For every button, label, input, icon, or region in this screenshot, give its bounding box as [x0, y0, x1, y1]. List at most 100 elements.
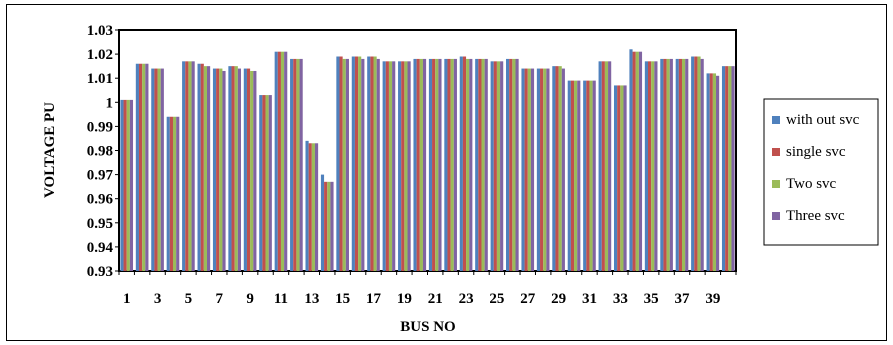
bar — [604, 61, 609, 271]
bar — [613, 85, 618, 272]
bar — [169, 116, 173, 271]
bar — [234, 66, 238, 272]
bar — [385, 61, 389, 271]
bar — [308, 143, 312, 271]
y-tick-label: 0.98 — [87, 144, 113, 160]
bar — [691, 56, 695, 272]
bar — [444, 58, 448, 271]
bar — [311, 143, 315, 271]
bar — [324, 181, 328, 271]
y-tick-label: 1.01 — [87, 71, 113, 87]
bar — [336, 56, 340, 272]
bar — [376, 58, 380, 271]
bar — [293, 58, 297, 271]
x-tick-label: 37 — [675, 291, 691, 307]
bar — [700, 58, 704, 271]
bar — [268, 95, 272, 271]
x-tick-label: 5 — [185, 291, 193, 307]
legend-swatch — [772, 148, 780, 156]
bar — [644, 61, 648, 271]
bar — [345, 58, 349, 271]
legend-swatch — [772, 116, 780, 124]
legend: with out svc single svc Two svc Three svc — [763, 98, 879, 246]
bar — [185, 61, 189, 271]
bar — [422, 58, 427, 271]
bar — [555, 66, 559, 272]
x-tick-label: 35 — [644, 291, 659, 307]
bar — [543, 68, 547, 271]
bar — [404, 61, 408, 271]
x-tick-label: 13 — [304, 291, 319, 307]
bar — [453, 58, 457, 271]
x-tick-label: 3 — [154, 291, 162, 307]
bar — [216, 68, 220, 271]
bar — [401, 61, 405, 271]
bar — [228, 66, 232, 272]
bar — [129, 99, 134, 271]
bar — [154, 68, 158, 271]
bar — [253, 70, 257, 271]
bar — [620, 85, 624, 272]
bar — [330, 181, 334, 271]
bar — [506, 58, 510, 271]
bar — [493, 61, 497, 271]
x-axis-title: BUS NO — [400, 319, 455, 335]
bar — [617, 85, 621, 272]
bar — [157, 68, 161, 271]
bar — [259, 95, 263, 271]
bar — [654, 61, 658, 271]
bar — [142, 63, 146, 271]
bar — [277, 51, 281, 271]
bar — [354, 56, 359, 272]
bar — [358, 56, 362, 272]
bar — [419, 58, 423, 271]
bar — [370, 56, 374, 272]
bar — [166, 116, 170, 271]
bar — [524, 68, 528, 271]
bar — [428, 58, 433, 271]
y-tick-label: 1.02 — [87, 47, 113, 63]
bar — [716, 75, 720, 271]
bar — [490, 61, 494, 271]
bar — [398, 61, 402, 271]
bar — [243, 68, 247, 271]
bar — [231, 66, 235, 272]
bar — [392, 61, 396, 271]
bar — [598, 61, 602, 271]
legend-box — [763, 98, 879, 246]
bar — [290, 58, 294, 271]
bar — [706, 73, 710, 271]
bar — [666, 58, 670, 271]
bar — [536, 68, 541, 271]
legend-label: Two svc — [786, 176, 837, 192]
bar — [728, 66, 732, 272]
bar — [407, 61, 411, 271]
bar — [567, 80, 571, 271]
bar — [521, 68, 525, 271]
bar — [450, 58, 454, 271]
bar — [413, 58, 417, 271]
bar — [274, 51, 278, 271]
bar — [678, 58, 683, 271]
bar — [484, 58, 488, 271]
bar — [172, 116, 177, 271]
x-tick-label: 39 — [705, 291, 720, 307]
bar — [327, 181, 331, 271]
bar — [623, 85, 627, 272]
bar — [660, 58, 664, 271]
legend-swatch — [772, 180, 780, 188]
bar — [246, 68, 251, 271]
bar — [648, 61, 652, 271]
bar — [712, 73, 717, 271]
bars-layer — [120, 49, 735, 272]
y-axis-title: VOLTAGE PU — [42, 102, 58, 198]
bar — [675, 58, 679, 271]
x-tick-label: 1 — [123, 291, 131, 307]
bar — [447, 58, 451, 271]
x-tick-label: 9 — [246, 291, 254, 307]
x-tick-label: 21 — [428, 291, 443, 307]
bar — [601, 61, 605, 271]
legend-swatch — [772, 212, 780, 220]
bar — [351, 56, 355, 272]
